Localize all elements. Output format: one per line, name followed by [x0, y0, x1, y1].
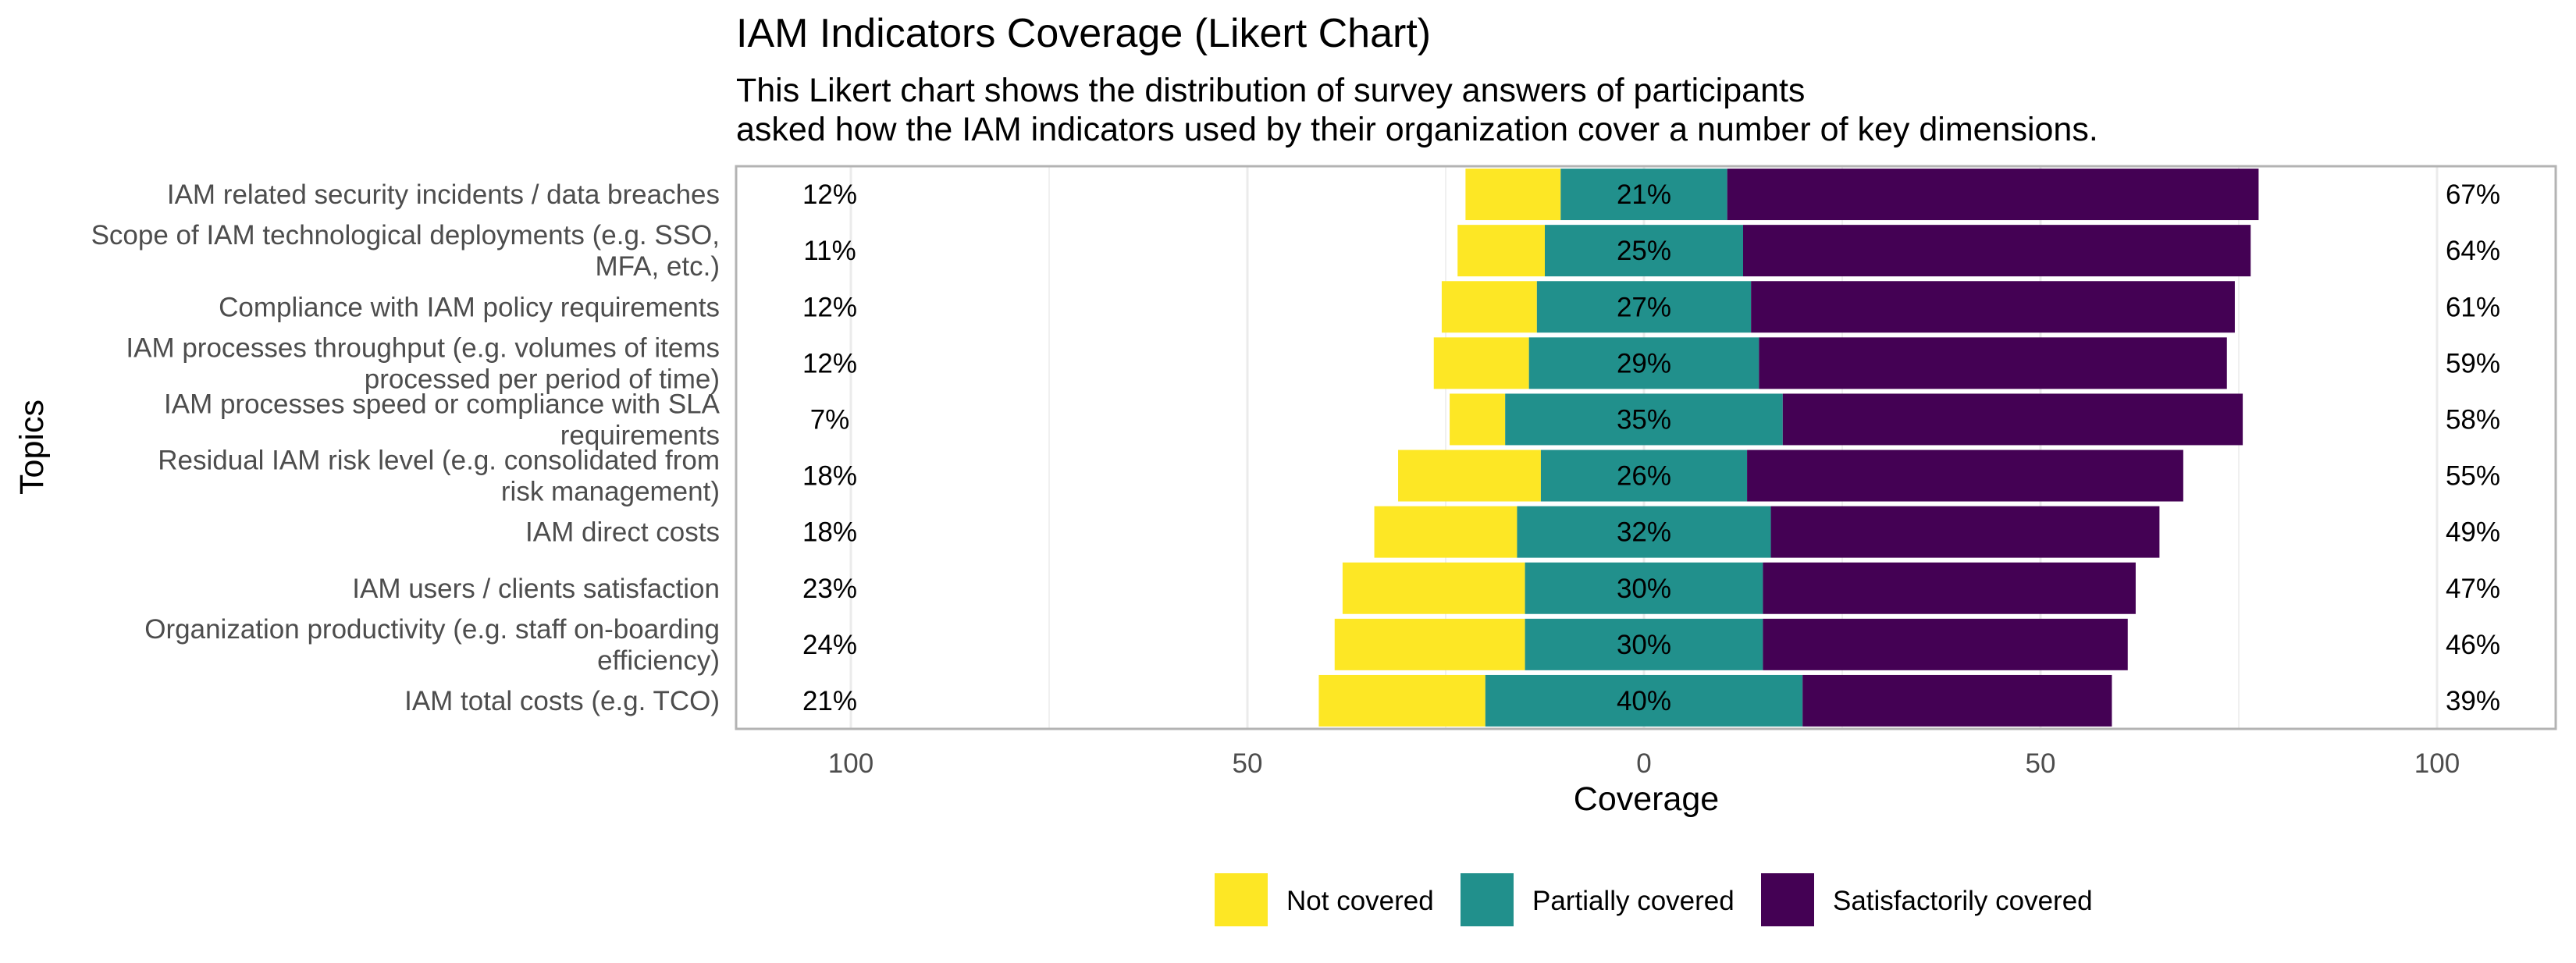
bar-satisfactorily-covered-7: [1763, 562, 2136, 614]
bar-labels: 12% 21% 67% 11% 25% 64% 12% 27% 61% 12% 29% 59% 7% 35…: [802, 179, 2500, 716]
bar-not-covered-5: [1398, 450, 1541, 502]
label-partially-covered-8: 30%: [1617, 630, 1671, 660]
legend-label-2: Satisfactorily covered: [1833, 886, 2093, 916]
label-not-covered-6: 18%: [802, 517, 857, 548]
topic-label-5-line-1: risk management): [501, 477, 720, 507]
label-not-covered-5: 18%: [802, 461, 857, 492]
topic-labels: IAM related security incidents / data br…: [91, 179, 720, 716]
topic-label-8-line-1: efficiency): [597, 645, 720, 676]
x-tick-label-1: 50: [1233, 748, 1263, 779]
legend: Not covered Partially covered Satisfactori…: [1215, 873, 2093, 926]
label-not-covered-8: 24%: [802, 630, 857, 660]
label-satisfactorily-covered-3: 59%: [2446, 348, 2500, 378]
chart-title: IAM Indicators Coverage (Likert Chart): [736, 11, 1431, 56]
label-satisfactorily-covered-1: 64%: [2446, 236, 2500, 266]
label-partially-covered-7: 30%: [1617, 574, 1671, 604]
label-partially-covered-9: 40%: [1617, 686, 1671, 716]
label-satisfactorily-covered-8: 46%: [2446, 630, 2500, 660]
label-not-covered-4: 7%: [810, 404, 850, 435]
topic-label-0-line-0: IAM related security incidents / data br…: [167, 179, 720, 210]
x-axis-title: Coverage: [1574, 780, 1719, 818]
bar-not-covered-0: [1465, 169, 1561, 221]
bars: [1318, 169, 2259, 727]
label-satisfactorily-covered-6: 49%: [2446, 517, 2500, 548]
topic-label-4-line-0: IAM processes speed or compliance with S…: [164, 389, 720, 419]
label-partially-covered-6: 32%: [1617, 517, 1671, 548]
label-not-covered-7: 23%: [802, 574, 857, 604]
label-not-covered-9: 21%: [802, 686, 857, 716]
label-satisfactorily-covered-9: 39%: [2446, 686, 2500, 716]
label-not-covered-2: 12%: [802, 292, 857, 322]
topic-label-2-line-0: Compliance with IAM policy requirements: [219, 292, 720, 322]
bar-not-covered-7: [1342, 562, 1525, 614]
label-satisfactorily-covered-2: 61%: [2446, 292, 2500, 322]
x-tick-label-0: 100: [828, 748, 873, 779]
bar-not-covered-6: [1374, 506, 1517, 558]
bar-satisfactorily-covered-3: [1759, 337, 2227, 389]
bar-partially-covered-8: [1525, 618, 1763, 670]
panel-border: [735, 165, 2557, 730]
label-satisfactorily-covered-0: 67%: [2446, 179, 2500, 210]
chart-subtitle-line-1: This Likert chart shows the distribution…: [736, 72, 1805, 109]
label-partially-covered-2: 27%: [1617, 292, 1671, 322]
x-axis-ticks: 100 50 0 50 100: [828, 748, 2460, 779]
bar-partially-covered-3: [1528, 337, 1759, 389]
topic-label-9-line-0: IAM total costs (e.g. TCO): [404, 686, 720, 716]
bar-satisfactorily-covered-1: [1743, 225, 2251, 277]
bar-partially-covered-6: [1517, 506, 1771, 558]
chart-subtitle-line-2: asked how the IAM indicators used by the…: [736, 111, 2098, 148]
legend-key-1: [1461, 873, 1514, 926]
topic-label-7-line-0: IAM users / clients satisfaction: [352, 574, 720, 604]
bar-satisfactorily-covered-4: [1782, 393, 2243, 446]
bar-not-covered-1: [1457, 225, 1545, 277]
topic-label-8-line-0: Organization productivity (e.g. staff on…: [144, 614, 720, 645]
label-partially-covered-3: 29%: [1617, 348, 1671, 378]
topic-label-6-line-0: IAM direct costs: [525, 517, 720, 548]
bar-not-covered-4: [1450, 393, 1506, 446]
topic-label-5-line-0: Residual IAM risk level (e.g. consolidat…: [158, 446, 720, 476]
bar-partially-covered-7: [1525, 562, 1763, 614]
legend-label-1: Partially covered: [1532, 886, 1735, 916]
x-tick-label-3: 50: [2026, 748, 2056, 779]
bar-not-covered-8: [1334, 618, 1525, 670]
bar-partially-covered-0: [1560, 169, 1727, 221]
bar-partially-covered-9: [1485, 674, 1803, 727]
label-not-covered-3: 12%: [802, 348, 857, 378]
x-tick-label-2: 0: [1636, 748, 1651, 779]
label-partially-covered-4: 35%: [1617, 404, 1671, 435]
legend-key-2: [1761, 873, 1814, 926]
bar-satisfactorily-covered-9: [1802, 674, 2112, 727]
bar-partially-covered-4: [1505, 393, 1783, 446]
bar-not-covered-3: [1433, 337, 1529, 389]
topic-label-4-line-1: requirements: [560, 420, 720, 450]
label-satisfactorily-covered-5: 55%: [2446, 461, 2500, 492]
x-tick-label-4: 100: [2414, 748, 2460, 779]
label-partially-covered-5: 26%: [1617, 461, 1671, 492]
y-axis-title: Topics: [13, 400, 51, 495]
bar-satisfactorily-covered-0: [1727, 169, 2259, 221]
label-not-covered-0: 12%: [802, 179, 857, 210]
label-satisfactorily-covered-4: 58%: [2446, 404, 2500, 435]
bar-partially-covered-5: [1540, 450, 1748, 502]
bar-partially-covered-1: [1545, 225, 1743, 277]
topic-label-3-line-1: processed per period of time): [365, 364, 720, 394]
bar-partially-covered-2: [1536, 281, 1752, 333]
bar-not-covered-2: [1441, 281, 1537, 333]
topic-label-1-line-1: MFA, etc.): [596, 251, 720, 282]
topic-label-1-line-0: Scope of IAM technological deployments (…: [91, 220, 720, 251]
bar-satisfactorily-covered-5: [1747, 450, 2183, 502]
topic-label-3-line-0: IAM processes throughput (e.g. volumes o…: [126, 332, 720, 363]
label-partially-covered-0: 21%: [1617, 179, 1671, 210]
legend-label-0: Not covered: [1286, 886, 1434, 916]
label-not-covered-1: 11%: [803, 236, 856, 266]
bar-satisfactorily-covered-6: [1770, 506, 2160, 558]
legend-key-0: [1215, 873, 1268, 926]
bar-satisfactorily-covered-8: [1763, 618, 2128, 670]
bar-satisfactorily-covered-2: [1751, 281, 2235, 333]
label-partially-covered-1: 25%: [1617, 236, 1671, 266]
label-satisfactorily-covered-7: 47%: [2446, 574, 2500, 604]
bar-not-covered-9: [1318, 674, 1485, 727]
